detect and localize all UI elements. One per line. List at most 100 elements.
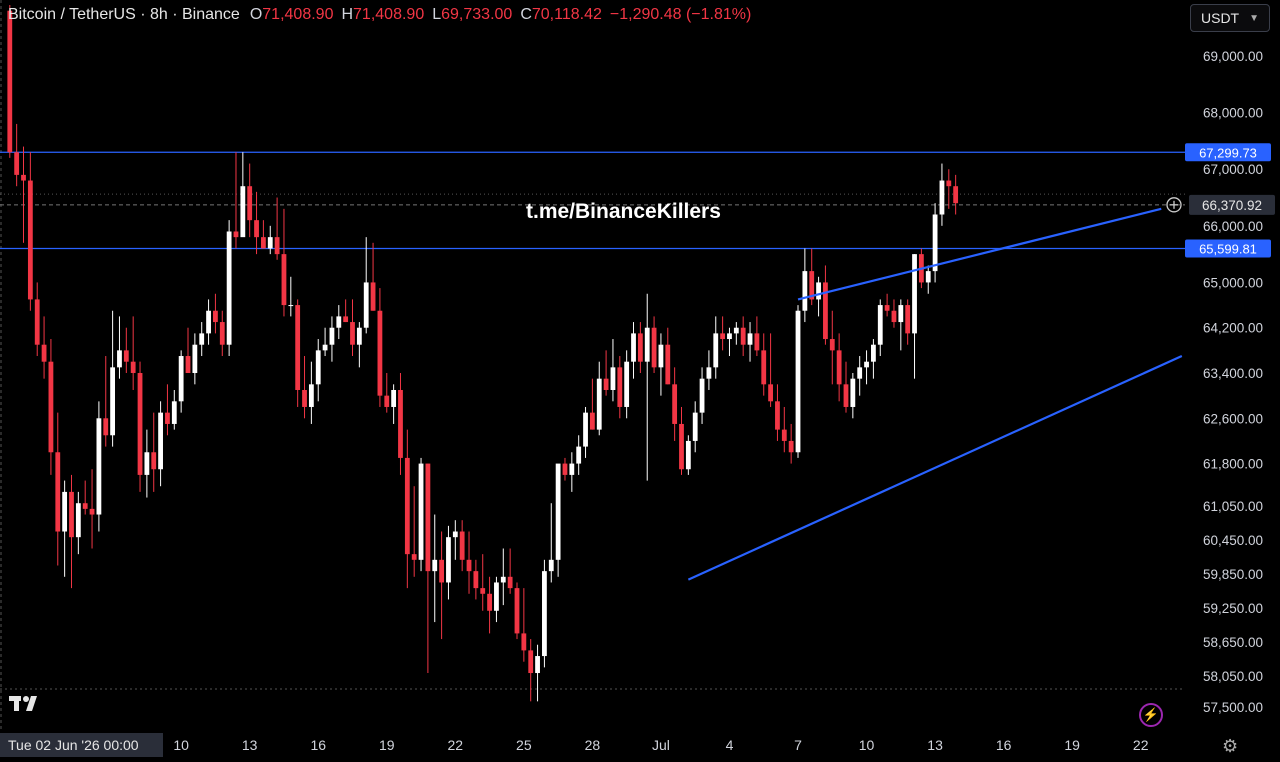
candle-body xyxy=(699,378,705,413)
low-value: 69,733.00 xyxy=(441,6,513,23)
x-tick-label: 16 xyxy=(996,737,1012,753)
candle-body xyxy=(514,588,520,634)
settings-icon[interactable]: ⚙ xyxy=(1222,736,1239,756)
candle-body xyxy=(816,282,821,300)
y-tick-label: 69,000.00 xyxy=(1203,49,1263,64)
candle-body xyxy=(939,180,945,215)
candle-body xyxy=(487,593,492,611)
candle-body xyxy=(473,571,479,589)
candle-body xyxy=(720,333,726,340)
candle-body xyxy=(617,367,623,407)
candle-body xyxy=(500,576,506,583)
candle-body xyxy=(274,237,280,255)
last-price-tag xyxy=(1189,194,1275,215)
candle-body xyxy=(281,254,287,306)
candle-body xyxy=(672,384,678,424)
x-tick-label: 13 xyxy=(927,737,943,753)
price-level-label: 67,299.73 xyxy=(1199,145,1257,160)
candle-body xyxy=(213,310,218,323)
crosshair-date-badge: Tue 02 Jun '26 00:00 xyxy=(0,733,163,757)
candle-body xyxy=(823,282,828,340)
currency-select[interactable]: USDT ▼ xyxy=(1190,4,1270,32)
low-label: L xyxy=(432,6,442,23)
y-tick-label: 67,000.00 xyxy=(1203,162,1263,177)
tradingview-logo-icon[interactable] xyxy=(9,694,45,719)
candle-body xyxy=(322,344,328,351)
candle-body xyxy=(535,656,540,674)
candle-body xyxy=(877,305,883,345)
candle-body xyxy=(178,356,184,402)
candle-body xyxy=(624,361,630,407)
candle-body xyxy=(425,463,431,572)
candle-body xyxy=(123,350,129,362)
candle-body xyxy=(137,373,143,475)
candle-body xyxy=(233,231,239,238)
candle-body xyxy=(69,491,74,538)
candle-body xyxy=(384,395,390,407)
candle-body xyxy=(747,333,753,345)
candle-body xyxy=(596,378,602,430)
candle-body xyxy=(82,503,88,509)
candle-body xyxy=(905,305,911,334)
x-tick-label: 4 xyxy=(726,737,734,753)
candle-body xyxy=(27,180,33,300)
x-tick-label: 16 xyxy=(310,737,326,753)
candle-body xyxy=(308,384,314,407)
candle-body xyxy=(336,316,342,328)
candle-body xyxy=(679,423,684,470)
y-tick-label: 61,050.00 xyxy=(1203,499,1263,514)
add-alert-icon[interactable] xyxy=(1166,197,1182,213)
candle-body xyxy=(432,559,438,572)
candle-body xyxy=(610,367,616,390)
candle-body xyxy=(350,322,355,345)
candle-body xyxy=(165,412,170,424)
candle-body xyxy=(466,559,472,572)
candle-body xyxy=(404,457,410,555)
candle-body xyxy=(781,429,787,441)
price-level-label: 65,599.81 xyxy=(1199,241,1257,256)
candle-body xyxy=(651,327,657,368)
candle-body xyxy=(370,282,376,311)
candle-body xyxy=(267,237,273,249)
candle-body xyxy=(62,491,68,532)
candle-body xyxy=(692,412,698,441)
candle-body xyxy=(706,367,712,379)
candle-body xyxy=(583,412,588,447)
candle-body xyxy=(946,180,952,187)
candle-body xyxy=(144,452,150,475)
symbol-title[interactable]: Bitcoin / TetherUS · 8h · Binance xyxy=(8,6,240,23)
candle-body xyxy=(240,186,246,238)
candle-body xyxy=(219,322,225,345)
candle-body xyxy=(740,327,746,345)
x-tick-label: 10 xyxy=(173,737,189,753)
candle-body xyxy=(130,361,136,374)
candle-body xyxy=(391,389,397,407)
candle-body xyxy=(185,356,191,374)
candle-body xyxy=(117,350,122,368)
candle-body xyxy=(658,344,664,368)
candle-body xyxy=(850,378,856,407)
y-tick-label: 65,000.00 xyxy=(1203,275,1263,290)
x-tick-label: 22 xyxy=(448,737,464,753)
candle-body xyxy=(206,310,211,334)
y-tick-label: 58,650.00 xyxy=(1203,635,1263,650)
candle-body xyxy=(226,231,232,345)
candle-body xyxy=(864,361,869,368)
candle-body xyxy=(480,588,486,594)
x-tick-label: 19 xyxy=(379,737,395,753)
watermark-text: t.me/BinanceKillers xyxy=(526,200,721,223)
candle-body xyxy=(21,174,26,181)
y-tick-label: 68,000.00 xyxy=(1203,106,1263,121)
candle-body xyxy=(158,412,163,470)
y-tick-label: 58,050.00 xyxy=(1203,669,1263,684)
lightning-icon[interactable]: ⚡ xyxy=(1139,703,1163,727)
candle-body xyxy=(521,633,527,651)
y-tick-label: 59,250.00 xyxy=(1203,601,1263,616)
candle-body xyxy=(953,186,959,204)
candle-body xyxy=(55,452,61,532)
price-level-tag xyxy=(1185,143,1271,162)
x-tick-label: 28 xyxy=(585,737,601,753)
candle-body xyxy=(343,316,349,323)
